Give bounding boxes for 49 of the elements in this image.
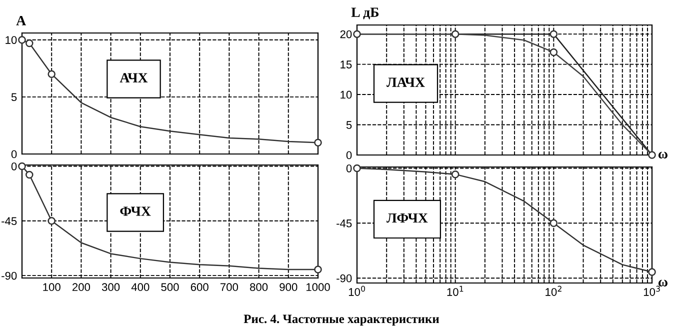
y-tick-label: -45 (2, 217, 17, 226)
y-tick-label: 5 (11, 93, 17, 102)
x-tick-label: 100 (43, 283, 60, 292)
y-tick-label: 20 (340, 30, 352, 38)
y-tick-label: 15 (340, 60, 352, 68)
point (48, 217, 56, 225)
x-tick-label: 200 (72, 283, 90, 292)
point (18, 36, 26, 44)
point (18, 162, 26, 170)
text: АЧХ (120, 73, 148, 82)
text: ФЧХ (120, 206, 151, 216)
y-tick-label: 0 (11, 150, 17, 158)
text: Рис. 4. Частотные характеристики (244, 314, 440, 326)
x-tick-label: 10$^{1}$ (447, 286, 464, 296)
point (451, 170, 460, 178)
y-tick-label: 10 (6, 36, 17, 44)
y-tick-label: -45 (336, 220, 352, 228)
x-axis-title: ω (658, 152, 668, 158)
point (314, 266, 322, 274)
text: ЛФЧХ (386, 213, 428, 223)
point (48, 70, 56, 78)
x-tick-label: 1000 (306, 283, 330, 292)
point (26, 39, 34, 48)
point (550, 219, 558, 228)
point (314, 138, 322, 146)
x-tick-label: 600 (190, 283, 208, 292)
y-tick-label: -90 (336, 274, 352, 282)
y-tick-label: -90 (2, 272, 17, 280)
x-tick-label: 700 (220, 283, 238, 292)
x-tick-label: 300 (102, 283, 120, 292)
y-tick-label: 10 (340, 90, 352, 99)
x-tick-label: 400 (131, 283, 150, 292)
x-axis-title: ω (658, 280, 668, 286)
y-tick-label: 5 (346, 121, 352, 129)
x-tick-label: 10$^{3}$ (644, 286, 660, 296)
y-tick-label: 0 (11, 162, 17, 170)
x-tick-label: 500 (161, 283, 179, 292)
x-tick-label: 900 (280, 283, 298, 292)
x-tick-label: 10$^{2}$ (546, 286, 562, 296)
x-tick-label: 800 (250, 283, 268, 292)
y-tick-label: 0 (346, 164, 352, 172)
y-axis-title: L дБ (351, 8, 379, 20)
y-tick-label: 0 (346, 151, 352, 160)
y-axis-title: А (16, 16, 26, 26)
x-tick-label: 10$^{0}$ (348, 286, 366, 296)
point (26, 170, 34, 179)
point (353, 164, 361, 172)
text: ЛАЧХ (386, 78, 425, 87)
point (648, 268, 656, 276)
